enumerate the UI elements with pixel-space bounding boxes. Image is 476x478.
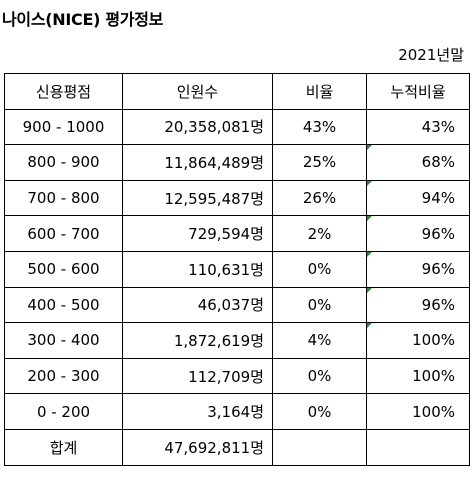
total-cumulative xyxy=(366,428,470,466)
count-cell: 729,594명 xyxy=(122,215,273,252)
ratio-cell: 4% xyxy=(272,322,367,359)
ratio-cell: 0% xyxy=(272,286,367,324)
ratio-cell: 0% xyxy=(272,393,367,430)
score-range-cell: 400 - 500 xyxy=(4,286,123,324)
score-range-cell: 0 - 200 xyxy=(4,393,123,430)
score-range-cell: 600 - 700 xyxy=(4,215,123,252)
table-row: 500 - 600 110,631명 0% 96% xyxy=(4,250,470,288)
score-range-cell: 700 - 800 xyxy=(4,179,123,217)
score-range-cell: 500 - 600 xyxy=(4,250,123,288)
cumulative-cell: 100% xyxy=(366,357,470,395)
ratio-cell: 25% xyxy=(272,144,367,181)
ratio-cell: 43% xyxy=(272,108,367,146)
count-cell: 11,864,489명 xyxy=(122,144,273,181)
page-title: 나이스(NICE) 평가정보 xyxy=(2,10,164,29)
count-cell: 112,709명 xyxy=(122,357,273,395)
score-range-cell: 200 - 300 xyxy=(4,357,123,395)
cumulative-cell: 100% xyxy=(366,393,470,430)
cumulative-cell: 100% xyxy=(366,322,470,359)
header-ratio: 비율 xyxy=(272,73,367,110)
cell-error-indicator-icon xyxy=(367,145,372,151)
score-range-cell: 800 - 900 xyxy=(4,144,123,181)
cumulative-cell: 68% xyxy=(366,144,470,181)
header-cumulative: 누적비율 xyxy=(366,73,470,110)
cell-error-indicator-icon xyxy=(367,251,372,257)
table-row: 600 - 700 729,594명 2% 96% xyxy=(4,215,470,252)
cell-error-indicator-icon xyxy=(367,287,372,293)
table-row: 400 - 500 46,037명 0% 96% xyxy=(4,286,470,324)
ratio-cell: 2% xyxy=(272,215,367,252)
table-header-row: 신용평점 인원수 비율 누적비율 xyxy=(4,73,470,110)
total-row: 합계 47,692,811명 xyxy=(4,428,470,466)
table-row: 800 - 900 11,864,489명 25% 68% xyxy=(4,144,470,181)
count-cell: 46,037명 xyxy=(122,286,273,324)
credit-score-table: 신용평점 인원수 비율 누적비율 900 - 1000 20,358,081명 43… xyxy=(4,73,470,466)
cumulative-value: 68% xyxy=(421,153,455,172)
cell-error-indicator-icon xyxy=(367,180,372,186)
cumulative-value: 100% xyxy=(412,331,455,350)
table-row: 900 - 1000 20,358,081명 43% 43% xyxy=(4,108,470,146)
cumulative-value: 96% xyxy=(421,224,455,243)
table-row: 700 - 800 12,595,487명 26% 94% xyxy=(4,179,470,217)
cell-error-indicator-icon xyxy=(367,216,372,222)
table-row: 200 - 300 112,709명 0% 100% xyxy=(4,357,470,395)
cumulative-cell: 43% xyxy=(366,108,470,146)
cumulative-value: 96% xyxy=(421,260,455,279)
total-label: 합계 xyxy=(4,428,123,466)
header-count: 인원수 xyxy=(122,73,273,110)
ratio-cell: 26% xyxy=(272,179,367,217)
cumulative-cell: 96% xyxy=(366,250,470,288)
year-note: 2021년말 xyxy=(398,46,464,64)
ratio-cell: 0% xyxy=(272,250,367,288)
count-cell: 110,631명 xyxy=(122,250,273,288)
cell-error-indicator-icon xyxy=(367,323,372,329)
cumulative-cell: 94% xyxy=(366,179,470,217)
table-row: 0 - 200 3,164명 0% 100% xyxy=(4,393,470,430)
table-row: 300 - 400 1,872,619명 4% 100% xyxy=(4,322,470,359)
score-range-cell: 300 - 400 xyxy=(4,322,123,359)
ratio-cell: 0% xyxy=(272,357,367,395)
count-cell: 3,164명 xyxy=(122,393,273,430)
cumulative-cell: 96% xyxy=(366,215,470,252)
header-score: 신용평점 xyxy=(4,73,123,110)
count-cell: 20,358,081명 xyxy=(122,108,273,146)
score-range-cell: 900 - 1000 xyxy=(4,108,123,146)
total-ratio xyxy=(272,428,367,466)
total-count: 47,692,811명 xyxy=(122,428,273,466)
count-cell: 12,595,487명 xyxy=(122,179,273,217)
table-body: 900 - 1000 20,358,081명 43% 43% 800 - 900 11,8… xyxy=(4,108,470,430)
cumulative-value: 94% xyxy=(421,189,455,208)
cumulative-cell: 96% xyxy=(366,286,470,324)
count-cell: 1,872,619명 xyxy=(122,322,273,359)
cumulative-value: 96% xyxy=(421,295,455,314)
